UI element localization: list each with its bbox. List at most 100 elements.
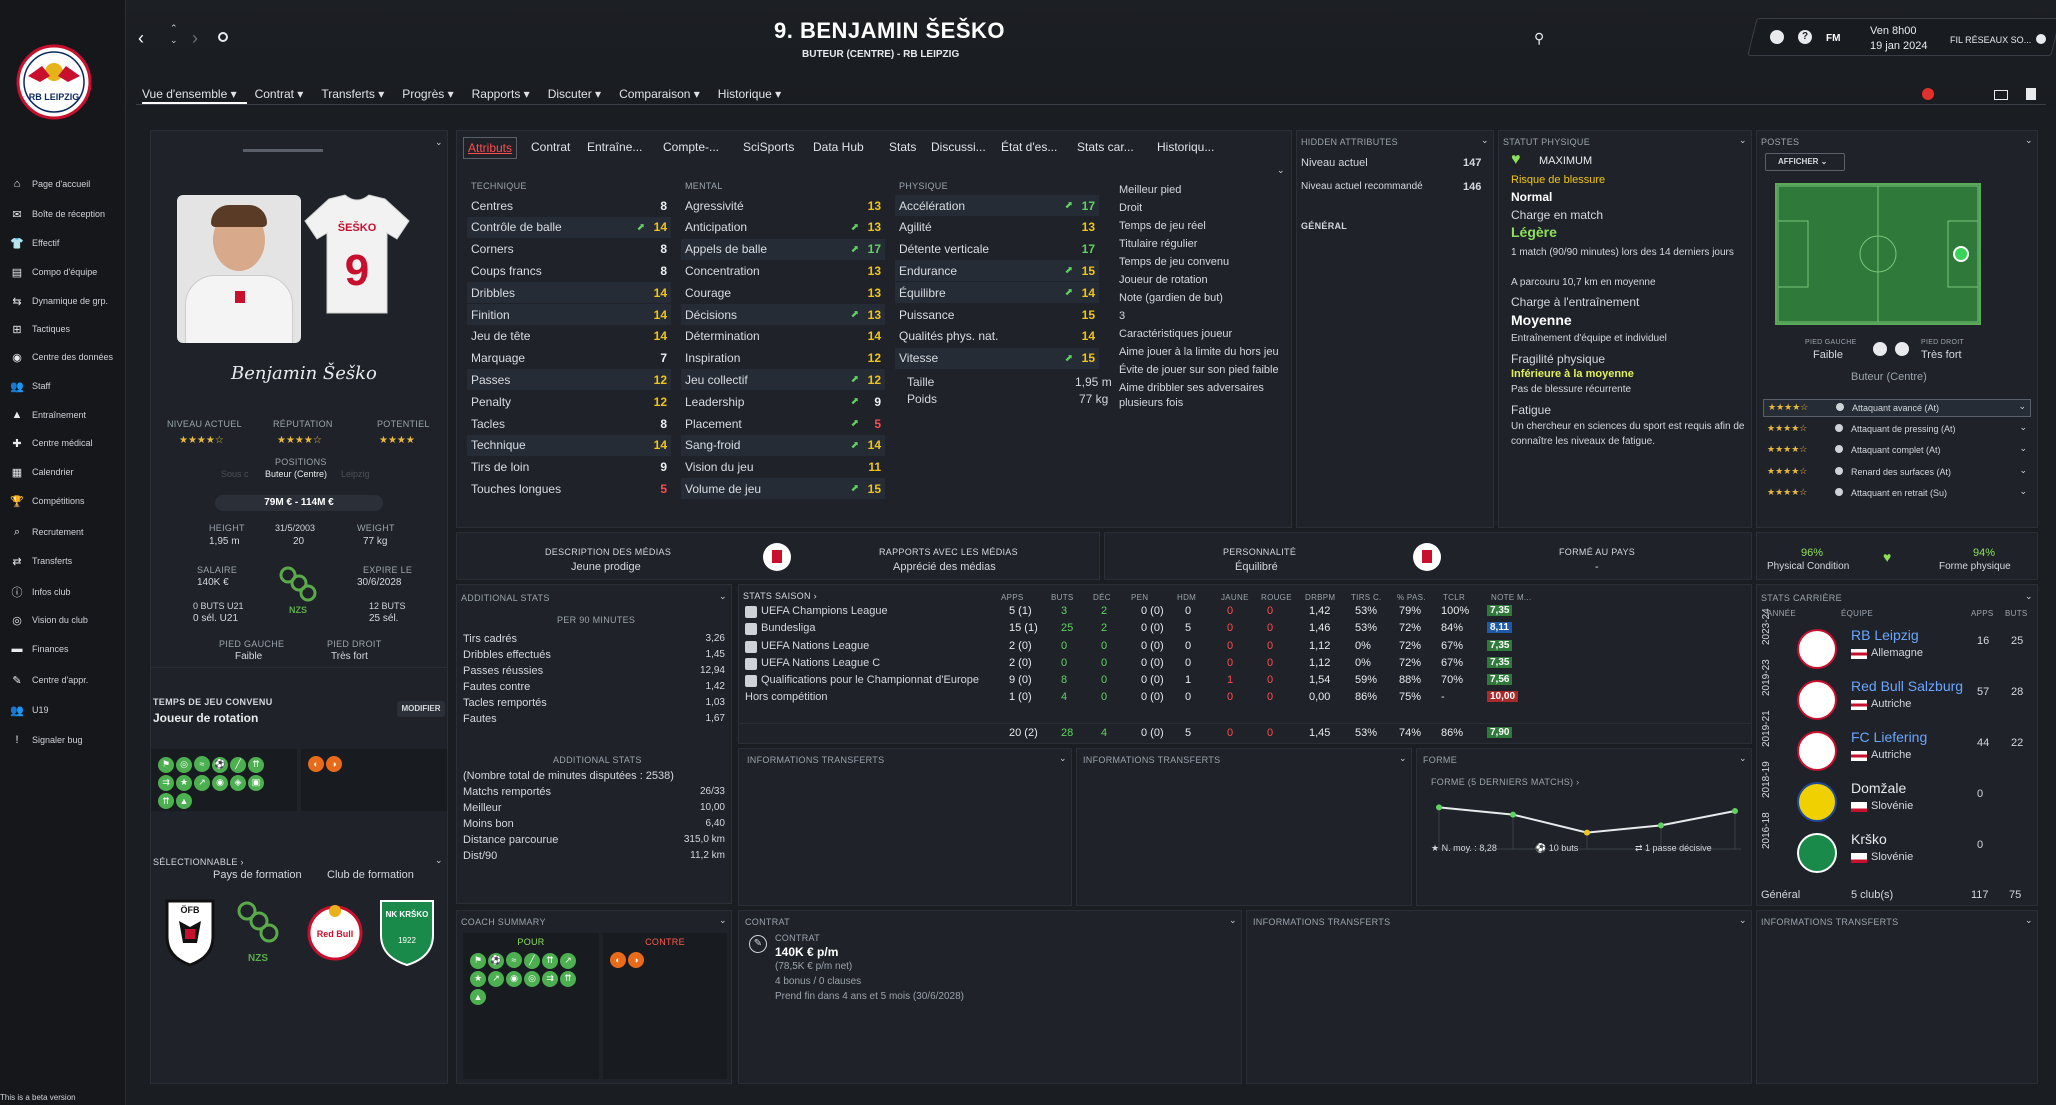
sidebar-item[interactable]: ⇆ Dynamique de grp.	[10, 291, 122, 311]
chevron-down-icon[interactable]: ⌄	[1277, 165, 1285, 175]
chevron-down-icon[interactable]: ⌄	[2025, 915, 2033, 925]
sidebar-item[interactable]: ⓘ Infos club	[10, 582, 122, 602]
chevron-down-icon[interactable]: ⌄	[435, 855, 443, 865]
sidebar-item[interactable]: ! Signaler bug	[10, 730, 122, 750]
chevron-down-icon[interactable]: ⌄	[2025, 591, 2033, 601]
sidebar-item-label: Staff	[32, 381, 51, 391]
club-crest[interactable]: RB LEIPZIG	[6, 38, 102, 120]
career-club[interactable]: FC Liefering	[1851, 729, 1928, 745]
chevron-down-icon[interactable]: ⌄	[1229, 915, 1237, 925]
sidebar-item[interactable]: ⌂ Page d'accueil	[10, 174, 122, 194]
form-point[interactable]	[1436, 804, 1442, 811]
chevron-down-icon[interactable]: ⌄	[2019, 486, 2027, 497]
role-row[interactable]: ★★★★☆ Attaquant en retrait (Su) ⌄	[1763, 485, 2031, 503]
sidebar-item[interactable]: 👕 Effectif	[10, 233, 122, 253]
form-point[interactable]	[1510, 811, 1516, 818]
sidebar-item[interactable]: ⊞ Tactiques	[10, 319, 122, 339]
chevron-down-icon[interactable]: ⌄	[1481, 135, 1489, 145]
form-point[interactable]	[1584, 829, 1590, 836]
drag-handle[interactable]	[243, 149, 323, 152]
tab[interactable]: Data Hub	[813, 140, 864, 154]
menu-item[interactable]: Comparaison ▾	[619, 87, 700, 101]
sidebar-item[interactable]: 👥 U19	[10, 700, 122, 720]
sidebar-item[interactable]: ◎ Vision du club	[10, 610, 122, 630]
role-row[interactable]: ★★★★☆ Attaquant complet (At) ⌄	[1763, 442, 2031, 460]
tab[interactable]: Attributs	[463, 137, 518, 159]
chevron-down-icon[interactable]: ⌄	[2018, 401, 2026, 411]
chevron-down-icon[interactable]: ⌄	[2019, 443, 2027, 454]
chevron-down-icon[interactable]: ⌄	[1739, 915, 1747, 925]
tab[interactable]: État d'es...	[1001, 140, 1058, 154]
menu-item[interactable]: Rapports ▾	[471, 87, 530, 101]
form-subtitle[interactable]: FORME (5 DERNIERS MATCHS) ›	[1431, 777, 1580, 787]
menu-item[interactable]: Transferts ▾	[321, 87, 385, 101]
search-icon[interactable]: ⚲	[1534, 30, 1545, 46]
tab[interactable]: Stats	[889, 140, 917, 154]
chevron-down-icon[interactable]: ⌄	[435, 137, 443, 147]
role-row[interactable]: ★★★★☆ Renard des surfaces (At) ⌄	[1763, 464, 2031, 482]
chevron-down-icon[interactable]: ⌄	[719, 915, 727, 925]
notification-icon[interactable]	[1922, 88, 1934, 100]
social-info-icon[interactable]	[2036, 34, 2046, 44]
chevron-down-icon[interactable]: ⌄	[1739, 135, 1747, 145]
prev-next-icon[interactable]: ⌃ ⌄	[170, 23, 178, 45]
back-icon[interactable]: ‹	[138, 28, 144, 48]
menu-item[interactable]: Historique ▾	[717, 87, 782, 101]
chevron-down-icon[interactable]: ⌄	[1399, 753, 1407, 763]
tab[interactable]: SciSports	[743, 140, 795, 154]
trophy-icon[interactable]	[1770, 30, 1784, 44]
menu-item[interactable]: Contrat ▾	[254, 87, 304, 101]
forward-icon[interactable]: ›	[192, 28, 198, 48]
selectable-label[interactable]: SÉLECTIONNABLE ›	[153, 857, 244, 867]
tab[interactable]: Compte-...	[663, 140, 720, 154]
sidebar-item[interactable]: ▦ Calendrier	[10, 462, 122, 482]
sidebar-item[interactable]: ⇄ Transferts	[10, 551, 122, 571]
career-club[interactable]: Krško	[1851, 831, 1887, 847]
sidebar-item[interactable]: 👥 Staff	[10, 376, 122, 396]
tab[interactable]: Stats car...	[1077, 140, 1134, 154]
sidebar-item[interactable]: ▬ Finances	[10, 639, 122, 659]
chevron-down-icon[interactable]: ⌄	[2019, 421, 2027, 432]
sidebar-item[interactable]: ✉ Boîte de réception	[10, 204, 122, 224]
role-row[interactable]: ★★★★☆ Attaquant de pressing (At) ⌄	[1763, 421, 2031, 439]
chevron-down-icon[interactable]: ⌄	[1059, 753, 1067, 763]
chevron-down-icon[interactable]: ⌄	[2025, 135, 2033, 145]
social-feed[interactable]: FIL RÉSEAUX SO...	[1950, 35, 2032, 45]
modify-button[interactable]: MODIFIER	[397, 701, 445, 717]
screen-icon[interactable]	[1994, 90, 2008, 100]
sidebar-item[interactable]: ✚ Centre médical	[10, 433, 122, 453]
menu-item[interactable]: Discuter ▾	[547, 87, 602, 101]
show-dropdown[interactable]: AFFICHER ⌄	[1765, 153, 1845, 171]
season-title[interactable]: STATS SAISON ›	[743, 591, 817, 601]
menu-item[interactable]: Vue d'ensemble ▾	[142, 87, 237, 101]
tab[interactable]: Discussi...	[931, 140, 986, 154]
sidebar-item[interactable]: ◉ Centre des données	[10, 347, 122, 367]
role-row[interactable]: ★★★★☆ Attaquant avancé (At) ⌄	[1763, 399, 2031, 417]
career-club[interactable]: Red Bull Salzburg	[1851, 678, 1964, 694]
chevron-down-icon[interactable]: ⌄	[1739, 753, 1747, 763]
sidebar-item[interactable]: 🏆 Compétitions	[10, 491, 122, 511]
game-date[interactable]: Ven 8h00 19 jan 2024	[1870, 24, 1928, 54]
history-icon[interactable]	[218, 32, 228, 42]
stat-value: 3,26	[705, 633, 725, 644]
training-club-label: Club de formation	[327, 869, 414, 881]
chevron-down-icon[interactable]: ⌄	[2019, 464, 2027, 475]
tab[interactable]: Entraîne...	[587, 140, 643, 154]
help-icon[interactable]: ?	[1798, 30, 1812, 44]
season-cell: 0	[1227, 657, 1234, 669]
career-club[interactable]: RB Leipzig	[1851, 627, 1919, 643]
sidebar-item[interactable]: ▲ Entraînement	[10, 405, 122, 425]
menu-item[interactable]: Progrès ▾	[402, 87, 454, 101]
sidebar-item[interactable]: ✎ Centre d'appr.	[10, 670, 122, 690]
sidebar-item[interactable]: ▤ Compo d'équipe	[10, 262, 122, 282]
clipboard-icon[interactable]	[2026, 88, 2036, 100]
form-point[interactable]	[1658, 822, 1664, 829]
sidebar-item[interactable]: ⌕ Recrutement	[10, 522, 122, 542]
form-point[interactable]	[1732, 808, 1738, 814]
sidebar-icon: 👥	[10, 704, 24, 717]
tab[interactable]: Contrat	[531, 140, 571, 154]
attributes-panel: Attributs Contrat Entraîne... Compte-... Sci…	[456, 130, 1292, 528]
tab[interactable]: Historiqu...	[1157, 140, 1215, 154]
career-club[interactable]: Domžale	[1851, 780, 1907, 796]
chevron-down-icon[interactable]: ⌄	[719, 591, 727, 601]
